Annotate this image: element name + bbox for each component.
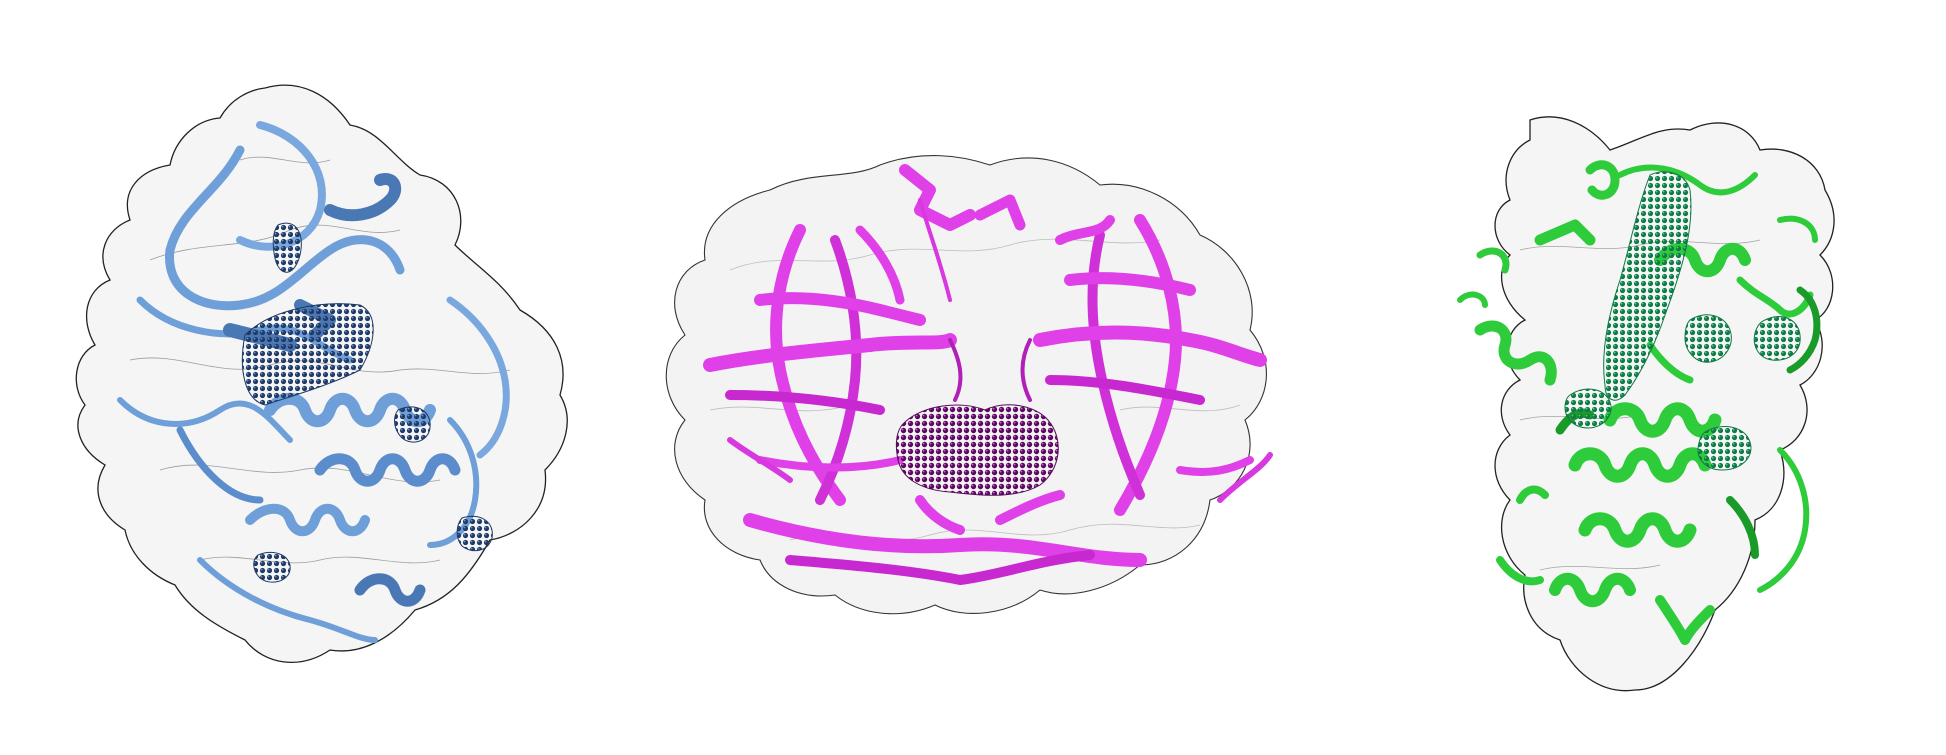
magenta-protein-panel <box>620 0 1360 755</box>
magenta-surface-contours <box>709 238 1241 541</box>
blue-protein-render <box>75 84 568 663</box>
magenta-protein-render <box>665 154 1273 615</box>
blue-protein-panel <box>0 0 620 755</box>
magenta-ribbons <box>703 164 1273 585</box>
green-protein-panel <box>1360 0 1946 755</box>
magenta-cavity <box>895 404 1059 496</box>
blue-cavities <box>241 222 493 583</box>
green-protein-render <box>1457 116 1835 692</box>
green-cavities <box>1564 171 1801 471</box>
